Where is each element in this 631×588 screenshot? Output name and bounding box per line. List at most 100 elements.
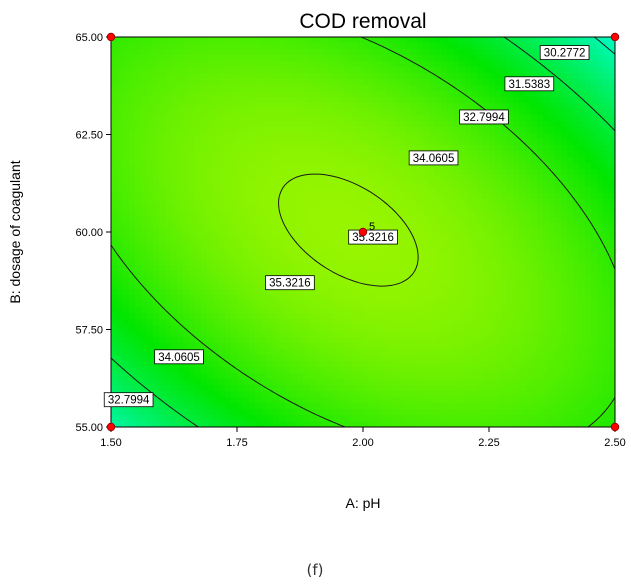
surface-cell [435, 361, 442, 368]
surface-cell [285, 313, 292, 320]
surface-cell [159, 337, 166, 344]
surface-cell [483, 217, 490, 224]
surface-cell [345, 67, 352, 74]
surface-cell [111, 211, 118, 218]
surface-cell [165, 277, 172, 284]
surface-cell [399, 319, 406, 326]
surface-cell [447, 421, 454, 427]
surface-cell [237, 259, 244, 266]
surface-cell [321, 385, 328, 392]
surface-cell [531, 91, 538, 98]
surface-cell [549, 319, 556, 326]
surface-cell [411, 367, 418, 374]
surface-cell [537, 217, 544, 224]
surface-cell [231, 253, 238, 260]
surface-cell [375, 67, 382, 74]
surface-cell [525, 109, 532, 116]
surface-cell [303, 289, 310, 296]
surface-cell [123, 133, 130, 140]
surface-cell [297, 355, 304, 362]
surface-cell [495, 85, 502, 92]
surface-cell [429, 223, 436, 230]
surface-cell [447, 307, 454, 314]
surface-cell [495, 421, 502, 427]
surface-cell [213, 151, 220, 158]
surface-cell [429, 403, 436, 410]
surface-cell [333, 379, 340, 386]
surface-cell [369, 193, 376, 200]
surface-cell [435, 193, 442, 200]
surface-cell [363, 139, 370, 146]
surface-cell [135, 373, 142, 380]
surface-cell [303, 151, 310, 158]
surface-cell [297, 139, 304, 146]
surface-cell [429, 181, 436, 188]
surface-cell [543, 127, 550, 134]
surface-cell [213, 265, 220, 272]
surface-cell [369, 133, 376, 140]
surface-cell [483, 307, 490, 314]
surface-cell [435, 49, 442, 56]
surface-cell [441, 247, 448, 254]
surface-cell [495, 193, 502, 200]
surface-cell [327, 397, 334, 404]
surface-cell [453, 331, 460, 338]
surface-cell [267, 235, 274, 242]
surface-cell [153, 373, 160, 380]
surface-cell [555, 151, 562, 158]
surface-cell [315, 295, 322, 302]
surface-cell [381, 67, 388, 74]
surface-cell [453, 211, 460, 218]
surface-cell [189, 193, 196, 200]
surface-cell [219, 61, 226, 68]
surface-cell [231, 133, 238, 140]
surface-cell [111, 139, 118, 146]
surface-cell [255, 187, 262, 194]
surface-cell [483, 55, 490, 62]
surface-cell [441, 319, 448, 326]
surface-cell [351, 109, 358, 116]
surface-cell [555, 217, 562, 224]
surface-cell [201, 163, 208, 170]
surface-cell [393, 199, 400, 206]
surface-cell [333, 385, 340, 392]
surface-cell [561, 61, 568, 68]
surface-cell [495, 385, 502, 392]
surface-cell [525, 295, 532, 302]
surface-cell [495, 259, 502, 266]
surface-cell [273, 307, 280, 314]
surface-cell [333, 199, 340, 206]
surface-cell [147, 79, 154, 86]
surface-cell [471, 301, 478, 308]
surface-cell [147, 37, 154, 44]
surface-cell [303, 235, 310, 242]
surface-cell [177, 49, 184, 56]
surface-cell [555, 259, 562, 266]
surface-cell [315, 181, 322, 188]
surface-cell [495, 415, 502, 422]
surface-cell [195, 49, 202, 56]
surface-cell [207, 307, 214, 314]
surface-cell [381, 421, 388, 427]
surface-cell [207, 313, 214, 320]
surface-cell [555, 421, 562, 427]
surface-cell [513, 313, 520, 320]
surface-cell [177, 55, 184, 62]
surface-cell [147, 319, 154, 326]
surface-cell [117, 277, 124, 284]
surface-cell [483, 61, 490, 68]
surface-cell [567, 133, 574, 140]
surface-cell [297, 85, 304, 92]
surface-cell [435, 115, 442, 122]
surface-cell [291, 163, 298, 170]
surface-cell [405, 61, 412, 68]
surface-cell [249, 73, 256, 80]
surface-cell [201, 121, 208, 128]
surface-cell [177, 379, 184, 386]
surface-cell [159, 115, 166, 122]
surface-cell [117, 115, 124, 122]
surface-cell [549, 217, 556, 224]
surface-cell [525, 187, 532, 194]
surface-cell [189, 307, 196, 314]
surface-cell [195, 97, 202, 104]
